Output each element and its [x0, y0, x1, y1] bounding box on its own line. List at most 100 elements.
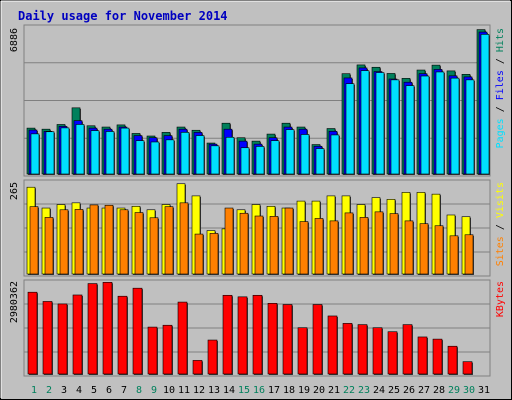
bar-sites-day-9: [149, 217, 159, 275]
bar-kbytes-day-17: [267, 303, 278, 375]
x-tick-label: 27: [418, 385, 430, 396]
x-tick-label: 26: [403, 385, 415, 396]
bar-sites-day-4: [74, 209, 84, 275]
bar-sites-day-20: [314, 218, 324, 275]
bar-pages-day-13: [210, 145, 220, 175]
x-tick-label: 9: [151, 385, 157, 396]
x-tick-label: 8: [136, 385, 142, 396]
x-tick-label: 29: [448, 385, 460, 396]
bar-sites-day-18: [284, 207, 294, 275]
legend-hits: Hits: [495, 28, 506, 52]
legend-kbytes: KBytes: [495, 281, 506, 317]
bar-sites-day-17: [269, 216, 279, 275]
bar-sites-day-25: [389, 213, 399, 275]
bar-sites-day-10: [164, 206, 174, 275]
bar-pages-day-10: [165, 139, 175, 175]
x-tick-label: 5: [91, 385, 97, 396]
bar-pages-day-18: [285, 129, 295, 175]
bar-sites-day-13: [209, 233, 219, 275]
bar-sites-day-15: [239, 212, 249, 275]
bar-kbytes-day-10: [162, 324, 173, 375]
bar-pages-day-29: [450, 77, 460, 175]
bottom-panel-bars: [27, 282, 473, 375]
bar-sites-day-22: [344, 212, 354, 275]
bar-kbytes-day-14: [222, 294, 233, 375]
middle-y-tick-label: 265: [9, 182, 20, 200]
middle-panel-bars: [26, 183, 474, 275]
bar-pages-day-14: [225, 136, 235, 175]
bar-pages-day-24: [375, 72, 385, 175]
x-tick-label: 16: [253, 385, 265, 396]
x-tick-label: 20: [313, 385, 325, 396]
bar-pages-day-22: [345, 83, 355, 175]
bar-kbytes-day-9: [147, 326, 158, 375]
top-legend: Pages / Files / Hits: [495, 28, 506, 148]
svg-text:Pages / Files / Hits: Pages / Files / Hits: [495, 28, 506, 148]
top-panel-bars: [26, 29, 490, 175]
x-tick-label: 30: [463, 385, 475, 396]
x-tick-label: 1: [31, 385, 37, 396]
x-tick-label: 22: [343, 385, 355, 396]
bar-pages-day-4: [75, 124, 85, 175]
x-tick-label: 7: [121, 385, 127, 396]
x-tick-label: 14: [223, 385, 235, 396]
bar-sites-day-23: [359, 217, 369, 275]
bar-kbytes-day-30: [462, 361, 473, 375]
legend-pages: Pages: [495, 118, 506, 148]
bar-sites-day-26: [404, 220, 414, 275]
bar-sites-day-29: [449, 235, 459, 275]
bar-pages-day-28: [435, 71, 445, 175]
bar-pages-day-2: [45, 131, 55, 175]
bar-kbytes-day-15: [237, 296, 248, 375]
bar-pages-day-5: [90, 130, 100, 175]
x-tick-label: 2: [46, 385, 52, 396]
bar-kbytes-day-27: [417, 336, 428, 375]
bar-pages-day-21: [330, 134, 340, 175]
bar-sites-day-12: [194, 233, 204, 275]
x-tick-label: 15: [238, 385, 250, 396]
bar-kbytes-day-16: [252, 294, 263, 375]
bar-pages-day-15: [240, 147, 250, 175]
x-tick-label: 10: [163, 385, 175, 396]
bar-sites-day-24: [374, 211, 384, 275]
bar-kbytes-day-2: [42, 301, 53, 375]
x-tick-label: 3: [61, 385, 67, 396]
top-y-tick-label: 6886: [9, 28, 20, 52]
bar-sites-day-3: [59, 209, 69, 275]
bar-pages-day-20: [315, 148, 325, 175]
bar-pages-day-11: [180, 132, 190, 175]
bar-pages-day-6: [105, 131, 115, 175]
bar-pages-day-8: [135, 140, 145, 175]
bar-sites-day-19: [299, 221, 309, 275]
x-tick-label: 17: [268, 385, 280, 396]
bar-sites-day-1: [29, 206, 39, 275]
bar-kbytes-day-1: [27, 291, 38, 375]
bar-sites-day-28: [434, 225, 444, 275]
bar-pages-day-19: [300, 134, 310, 175]
x-tick-label: 11: [178, 385, 190, 396]
bar-sites-day-27: [419, 223, 429, 275]
bar-pages-day-30: [465, 79, 475, 175]
bar-sites-day-21: [329, 220, 339, 275]
bar-pages-day-9: [150, 141, 160, 175]
bar-pages-day-12: [195, 135, 205, 175]
legend-files: Files: [495, 70, 506, 100]
bar-pages-day-31: [480, 34, 490, 175]
bar-sites-day-8: [134, 212, 144, 275]
bar-pages-day-23: [360, 70, 370, 175]
x-tick-label: 6: [106, 385, 112, 396]
bar-pages-day-1: [30, 133, 40, 175]
bar-kbytes-day-13: [207, 339, 218, 375]
x-tick-label: 23: [358, 385, 370, 396]
bar-kbytes-day-4: [72, 294, 83, 375]
bar-kbytes-day-22: [342, 323, 353, 375]
bar-kbytes-day-3: [57, 303, 68, 375]
bar-pages-day-27: [420, 75, 430, 175]
x-tick-label: 13: [208, 385, 220, 396]
bar-sites-day-30: [464, 234, 474, 275]
bar-sites-day-6: [104, 204, 114, 275]
x-tick-label: 19: [298, 385, 310, 396]
bar-kbytes-day-7: [117, 295, 128, 375]
bar-sites-day-16: [254, 215, 264, 275]
legend-visits: Visits: [495, 182, 506, 218]
